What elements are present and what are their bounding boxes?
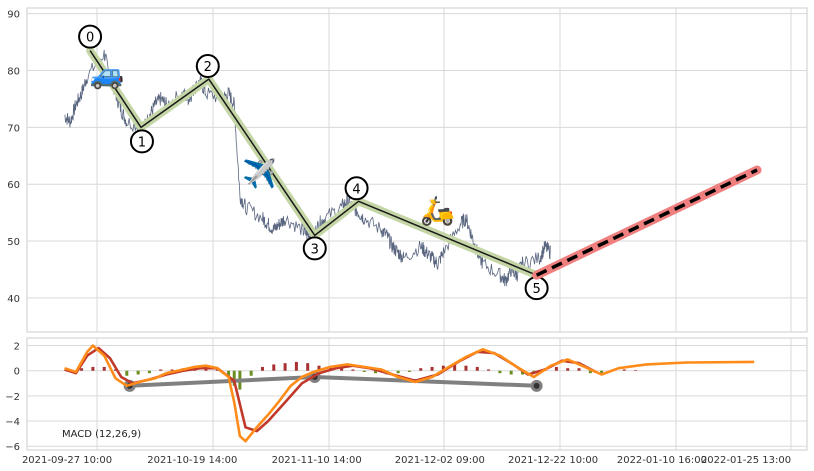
price-y-tick-label: 40: [7, 294, 20, 305]
macd-y-tick-label: 0: [14, 367, 20, 378]
wave-label: 1: [138, 135, 146, 150]
price-y-tick-label: 90: [7, 10, 20, 21]
histogram-bar: [419, 368, 423, 371]
histogram-bar: [91, 366, 95, 371]
wave-path: [89, 50, 537, 276]
histogram-bar: [600, 370, 604, 374]
histogram-bar: [453, 364, 457, 371]
x-tick-label: 2021-11-10 14:00: [272, 455, 362, 466]
wave-marker-0: 0: [78, 24, 103, 49]
elliott-wave-overlay: 0 1 2 3 4 5: [78, 24, 549, 301]
price-y-tick-label: 80: [7, 67, 20, 78]
histogram-bar: [125, 370, 129, 376]
histogram-bar: [340, 368, 344, 371]
macd-line: [64, 344, 755, 443]
icon-overlay: 🚙 ✈️ 🛵: [90, 57, 456, 226]
divergence-point-core: [533, 382, 540, 389]
x-axis: 2021-09-27 10:00 2021-10-19 14:00 2021-11-…: [22, 455, 791, 466]
wave-marker-circle: [195, 54, 220, 79]
wave-marker-circle: [344, 176, 369, 201]
wave-marker-5: 5: [524, 276, 549, 301]
x-tick-label: 2021-09-27 10:00: [22, 455, 112, 466]
histogram-bar: [498, 370, 502, 374]
histogram-bar: [396, 370, 400, 374]
macd-y-tick-label: −6: [5, 442, 20, 453]
histogram-bar: [475, 366, 479, 371]
histogram-bar: [374, 370, 378, 374]
histogram-bar: [306, 363, 310, 371]
macd-label: MACD (12,26,9): [62, 429, 141, 440]
histogram-bar: [283, 363, 287, 371]
macd-y-tick-label: −2: [5, 392, 20, 403]
price-grid: [27, 8, 807, 332]
wave-marker-circle: [78, 24, 103, 49]
histogram-bar: [487, 369, 491, 371]
x-tick-label: 2021-12-22 10:00: [508, 455, 598, 466]
histogram-bar: [634, 370, 638, 371]
projection-overlay: [532, 165, 762, 280]
airplane-icon: ✈️: [242, 156, 277, 190]
wave-marker-3: 3: [302, 236, 327, 261]
x-tick-label: 2022-01-25 13:00: [701, 455, 791, 466]
histogram-bar: [622, 369, 626, 371]
histogram-bar: [249, 370, 253, 376]
macd-plot-area: [26, 337, 808, 451]
price-plot-area: [26, 7, 808, 333]
histogram-bar: [566, 368, 570, 371]
histogram-bar: [554, 366, 558, 371]
macd-y-axis: 2 0 −2 −4 −6: [5, 342, 20, 454]
histogram-bar: [232, 370, 236, 386]
histogram-bar: [509, 370, 513, 375]
projection-line: [535, 168, 758, 277]
macd-y-tick-label: −4: [5, 417, 20, 428]
wave-marker-2: 2: [195, 54, 220, 79]
wave-marker-circle: [302, 236, 327, 261]
macd-y-tick-label: 2: [14, 342, 20, 353]
macd-grid: [27, 338, 807, 450]
histogram-bar: [170, 369, 174, 371]
price-y-tick-label: 70: [7, 123, 20, 134]
x-tick-label: 2021-12-02 09:00: [395, 455, 485, 466]
histogram-bar: [136, 370, 140, 375]
histogram-bar: [577, 368, 581, 371]
x-tick-label: 2021-10-19 14:00: [147, 455, 237, 466]
histogram-bar: [317, 365, 321, 371]
price-y-axis: 90 80 70 60 50 40: [7, 10, 20, 305]
car-icon: 🚙: [90, 57, 125, 90]
histogram-bar: [407, 370, 411, 372]
x-tick-label: 2022-01-10 16:00: [617, 455, 707, 466]
histogram-bar: [520, 370, 524, 375]
histogram-bar: [464, 365, 468, 371]
histogram-bar: [102, 366, 106, 371]
histogram-bar: [362, 370, 366, 372]
histogram-bar: [294, 361, 298, 371]
histogram-bar: [430, 366, 434, 371]
wave-label: 2: [204, 60, 212, 75]
price-panel: 90 80 70 60 50 40 0 1 2 3 4 5 🚙 ✈️ 🛵: [7, 7, 808, 333]
histogram-bar: [260, 366, 264, 371]
price-y-tick-label: 50: [7, 237, 20, 248]
wave-label: 4: [352, 182, 360, 197]
histogram-bar: [272, 364, 276, 371]
wave-label: 5: [532, 282, 540, 297]
histogram-bar: [159, 369, 163, 371]
histogram-bar: [441, 365, 445, 371]
wave-marker-1: 1: [129, 129, 154, 154]
macd-panel: 2 0 −2 −4 −6 MACD (12,26,9): [5, 337, 808, 454]
wave-label: 3: [311, 242, 319, 257]
histogram-bar: [80, 368, 84, 371]
scooter-icon: 🛵: [420, 194, 455, 227]
wave-label: 0: [86, 31, 94, 46]
price-y-tick-label: 60: [7, 180, 20, 191]
histogram-bar: [147, 370, 151, 374]
histogram-bar: [114, 369, 118, 371]
wave-marker-circle: [129, 129, 154, 154]
wave-marker-4: 4: [344, 176, 369, 201]
histogram-bar: [351, 369, 355, 371]
histogram-bar: [227, 370, 231, 376]
histogram-bar: [588, 370, 592, 374]
